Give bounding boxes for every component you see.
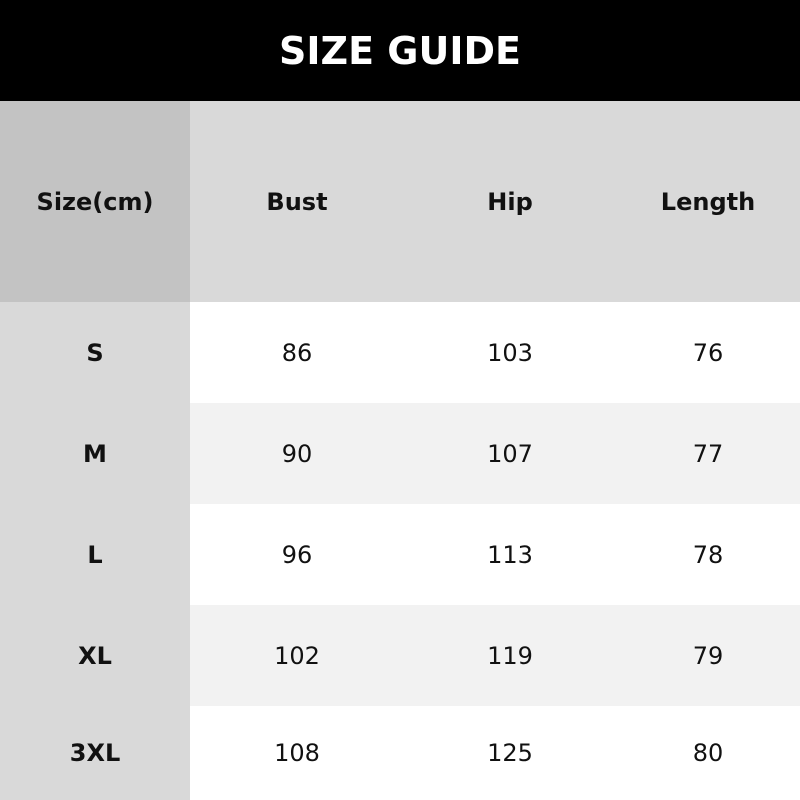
cell-hip: 119 [487,641,533,670]
header-size: Size(cm) [0,101,190,302]
cell-size: S [0,302,190,403]
header-row: Size(cm) Bust Hip Length [0,101,800,302]
cell-hip: 113 [487,540,533,569]
page-title: SIZE GUIDE [279,28,521,73]
size-table: Size(cm) Bust Hip Length S 86 103 76 M 90 107 7… [0,101,800,800]
cell-size: M [0,403,190,504]
table-row: S 86 103 76 [0,302,800,403]
cell-bust: 90 [281,439,313,468]
table-row: L 96 113 78 [0,504,800,605]
cell-bust: 102 [274,641,320,670]
table-row: XL 102 119 79 [0,605,800,706]
cell-size: 3XL [0,706,190,800]
cell-length: 77 [692,439,724,468]
cell-size: L [0,504,190,605]
cell-length: 78 [692,540,724,569]
cell-length: 80 [692,739,724,767]
cell-size: XL [0,605,190,706]
table-row: 3XL 108 125 80 [0,706,800,800]
header-hip: Hip [487,187,533,216]
header-bust: Bust [266,187,328,216]
header-length: Length [660,187,756,216]
title-bar: SIZE GUIDE [0,0,800,101]
cell-length: 76 [692,338,724,367]
cell-hip: 103 [487,338,533,367]
cell-hip: 107 [487,439,533,468]
cell-bust: 108 [274,739,320,767]
cell-bust: 86 [281,338,313,367]
cell-bust: 96 [281,540,313,569]
cell-hip: 125 [487,739,533,767]
cell-length: 79 [692,641,724,670]
table-row: M 90 107 77 [0,403,800,504]
